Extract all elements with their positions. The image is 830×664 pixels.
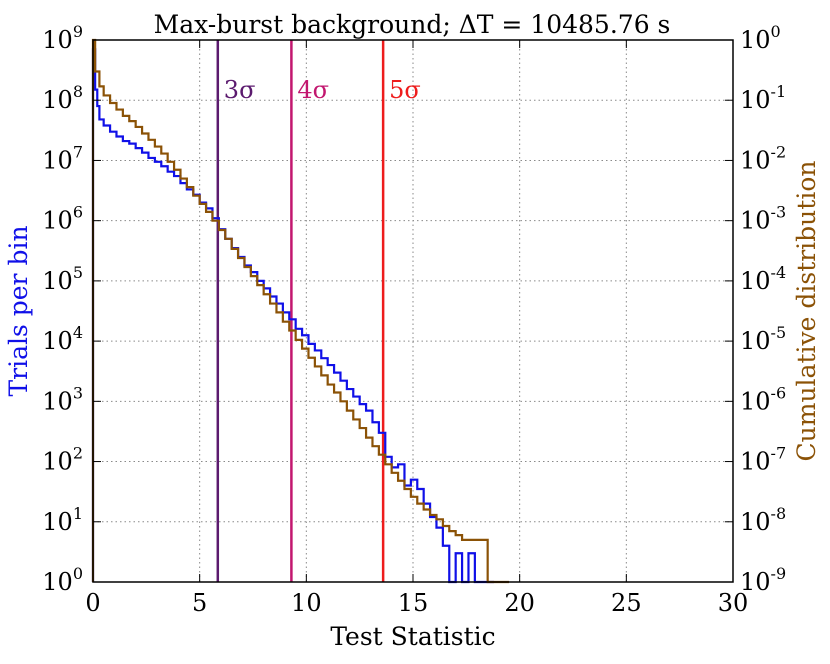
sigma-lines [216, 40, 385, 582]
y-right-tick-label: 10-2 [740, 142, 786, 174]
axis-ticks [92, 39, 734, 583]
y-left-tick-label: 104 [42, 323, 83, 355]
y-left-tick-label: 109 [42, 22, 83, 54]
x-tick-label: 25 [611, 589, 642, 617]
x-tick-label: 20 [504, 589, 535, 617]
y-left-tick-label: 101 [42, 504, 83, 536]
x-tick-labels: 0 5 10 15 20 25 30 [85, 589, 748, 617]
sigma-label: 3σ [224, 76, 256, 104]
y-right-tick-label: 10-9 [740, 564, 786, 596]
y-left-tick-labels: 100 101 102 103 104 105 106 107 108 109 [42, 22, 83, 596]
y-right-tick-label: 10-8 [740, 504, 786, 536]
y-left-tick-label: 105 [42, 263, 83, 295]
y-right-tick-label: 10-1 [740, 82, 786, 114]
y-right-tick-labels: 10-9 10-8 10-7 10-6 10-5 10-4 10-3 10-2 10-1 100 [740, 22, 786, 596]
trials-per-bin-line [91, 48, 495, 584]
sigma-label: 5σ [389, 76, 421, 104]
y-left-tick-label: 103 [42, 383, 83, 415]
x-tick-label: 15 [398, 589, 429, 617]
y-right-tick-label: 10-6 [740, 383, 786, 415]
y-right-tick-label: 100 [740, 22, 781, 54]
grid [93, 40, 733, 582]
series-cumulative-distribution [91, 38, 509, 584]
y-left-tick-label: 100 [42, 564, 83, 596]
y-left-tick-label: 108 [42, 82, 83, 114]
sigma-labels: 3σ 4σ 5σ [224, 76, 421, 104]
x-tick-label: 0 [85, 589, 100, 617]
x-axis-label: Test Statistic [330, 622, 495, 651]
x-tick-label: 10 [291, 589, 322, 617]
y-right-axis-label: Cumulative distribution [792, 161, 821, 462]
y-right-tick-label: 10-3 [740, 203, 786, 235]
y-left-axis-label: Trials per bin [4, 225, 33, 396]
x-tick-label: 30 [718, 589, 749, 617]
x-tick-label: 5 [192, 589, 207, 617]
y-left-tick-label: 106 [42, 203, 83, 235]
sigma-label: 4σ [297, 76, 329, 104]
y-right-tick-label: 10-4 [740, 263, 786, 295]
cumulative-distribution-line [91, 38, 509, 584]
y-right-tick-label: 10-7 [740, 444, 786, 476]
y-left-tick-label: 107 [42, 142, 83, 174]
y-left-tick-label: 102 [42, 444, 83, 476]
series-trials-per-bin [91, 48, 495, 584]
chart-title: Max-burst background; ΔT = 10485.76 s [154, 10, 671, 39]
y-right-tick-label: 10-5 [740, 323, 786, 355]
